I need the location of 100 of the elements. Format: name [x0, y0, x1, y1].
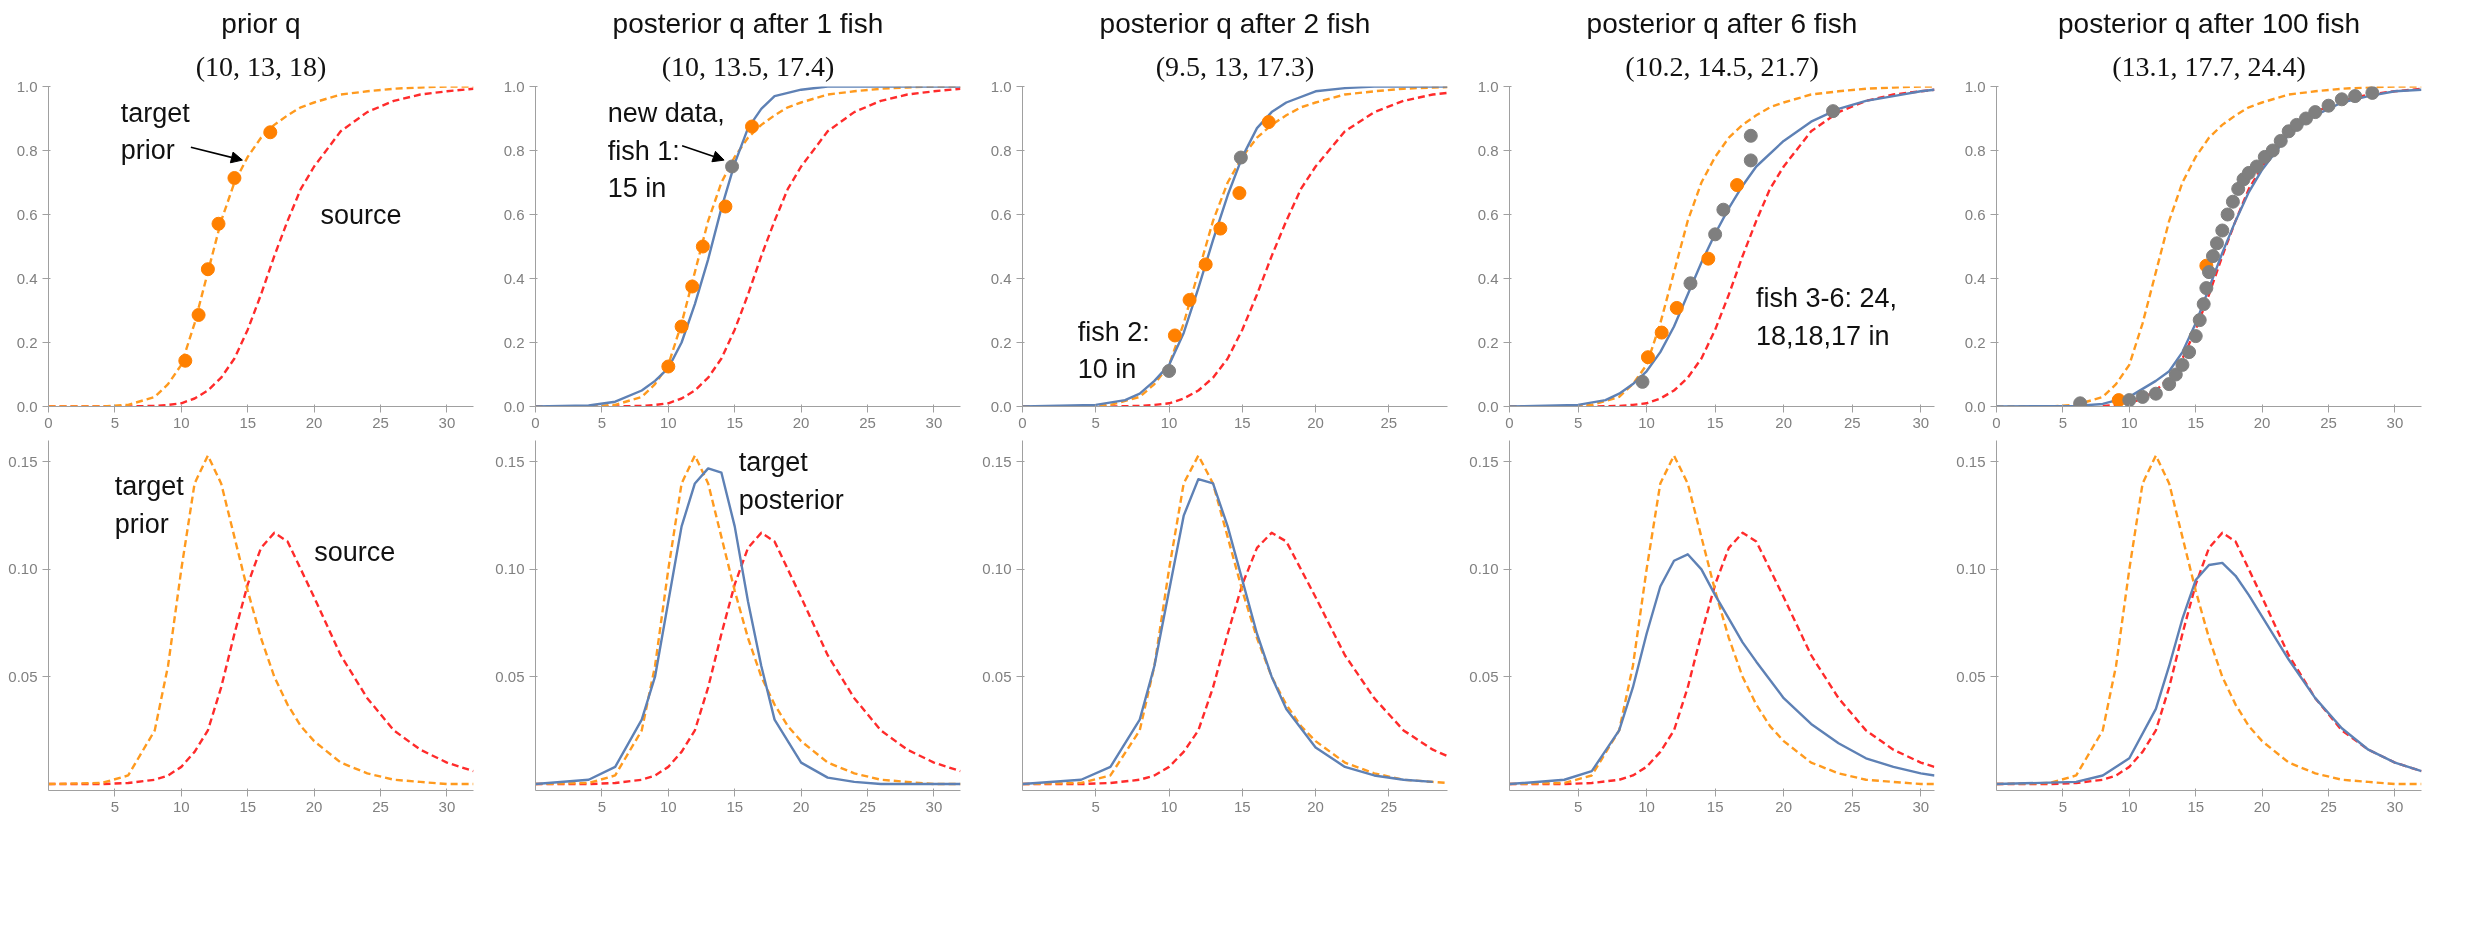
x-tick-label: 0: [531, 413, 540, 431]
x-tick-label: 20: [1775, 797, 1793, 815]
x-tick-label: 10: [2120, 413, 2138, 431]
chart-subtitle: (9.5, 13, 17.3): [1155, 50, 1315, 82]
y-tick-label: 0.8: [990, 141, 1012, 159]
x-tick-label: 0: [1992, 413, 2001, 431]
y-tick-label: 0.15: [982, 452, 1012, 470]
x-tick-label: 5: [1091, 413, 1100, 431]
x-tick-label: 5: [1091, 797, 1100, 815]
x-tick-label: 15: [1706, 413, 1724, 431]
y-tick-label: 0.2: [503, 333, 525, 351]
y-tick-label: 0.05: [1956, 667, 1986, 685]
x-tick-label: 25: [372, 413, 389, 431]
annotation: source: [314, 537, 396, 568]
y-tick-label: 0.8: [503, 141, 525, 159]
x-tick-label: 15: [1706, 797, 1724, 815]
x-tick-label: 30: [2386, 797, 2404, 815]
y-tick-label: 0.05: [1469, 667, 1499, 685]
x-tick-label: 5: [2058, 797, 2068, 815]
y-tick-label: 0.6: [1964, 205, 1986, 223]
x-tick-label: 5: [110, 797, 120, 815]
x-tick-label: 5: [597, 413, 607, 431]
chart-title: posterior q after 2 fish: [1099, 7, 1371, 39]
y-tick-label: 0.05: [495, 667, 525, 685]
x-tick-label: 15: [1233, 797, 1251, 815]
x-tick-label: 10: [659, 797, 677, 815]
chart-title: posterior q after 100 fish: [2058, 7, 2360, 39]
x-tick-label: 10: [1638, 797, 1655, 815]
x-tick-label: 15: [2187, 413, 2205, 431]
x-tick-label: 25: [372, 797, 389, 815]
y-tick-label: 0.4: [1964, 269, 1986, 287]
x-tick-label: 30: [438, 797, 456, 815]
x-tick-label: 15: [1233, 413, 1251, 431]
annotation: target prior: [120, 97, 191, 166]
x-tick-label: 5: [1573, 797, 1583, 815]
y-tick-label: 0.8: [1964, 141, 1986, 159]
x-tick-label: 25: [1380, 413, 1398, 431]
annotation: target posterior: [738, 447, 844, 515]
y-tick-label: 1.0: [1964, 77, 1986, 95]
x-tick-label: 25: [859, 413, 876, 431]
x-tick-label: 5: [2058, 413, 2068, 431]
x-tick-label: 15: [239, 797, 257, 815]
x-tick-label: 20: [305, 797, 323, 815]
y-tick-label: 0.10: [982, 560, 1012, 578]
x-tick-label: 30: [1912, 797, 1930, 815]
x-tick-label: 10: [659, 413, 677, 431]
y-tick-label: 0.15: [1469, 452, 1499, 470]
y-tick-label: 0.0: [16, 397, 38, 415]
x-tick-label: 10: [2120, 797, 2138, 815]
y-tick-label: 0.10: [495, 560, 525, 578]
x-tick-label: 20: [2253, 797, 2271, 815]
x-tick-label: 15: [726, 413, 744, 431]
chart-title: posterior q after 1 fish: [612, 7, 884, 39]
y-tick-label: 0.15: [495, 452, 525, 470]
y-tick-label: 0.6: [16, 205, 38, 223]
x-tick-label: 20: [1775, 413, 1793, 431]
y-tick-label: 1.0: [1477, 77, 1499, 95]
x-tick-label: 20: [2253, 413, 2271, 431]
chart-subtitle: (10.2, 14.5, 21.7): [1625, 50, 1819, 82]
x-tick-label: 10: [172, 413, 190, 431]
y-tick-label: 0.4: [16, 269, 38, 287]
x-tick-label: 15: [2187, 797, 2205, 815]
y-tick-label: 0.8: [1477, 141, 1499, 159]
annotation: source: [320, 199, 402, 230]
x-tick-label: 30: [1912, 413, 1930, 431]
y-tick-label: 0.0: [990, 397, 1012, 415]
y-tick-label: 0.2: [16, 333, 38, 351]
chart-title: posterior q after 6 fish: [1586, 7, 1858, 39]
y-tick-label: 0.2: [990, 333, 1012, 351]
x-tick-label: 20: [1307, 797, 1324, 815]
x-tick-label: 20: [792, 413, 810, 431]
y-tick-label: 1.0: [16, 77, 38, 95]
x-tick-label: 5: [597, 797, 607, 815]
x-tick-label: 25: [859, 797, 876, 815]
y-tick-label: 0.05: [982, 667, 1012, 685]
x-tick-label: 5: [1573, 413, 1583, 431]
x-tick-label: 10: [1160, 797, 1178, 815]
x-tick-label: 30: [2386, 413, 2404, 431]
y-tick-label: 0.15: [8, 452, 38, 470]
x-tick-label: 30: [925, 413, 943, 431]
x-tick-label: 20: [792, 797, 810, 815]
x-tick-label: 30: [438, 413, 456, 431]
y-tick-label: 0.4: [503, 269, 525, 287]
x-tick-label: 20: [1307, 413, 1324, 431]
y-tick-label: 0.4: [1477, 269, 1499, 287]
y-tick-label: 0.0: [503, 397, 525, 415]
x-tick-label: 25: [1380, 797, 1398, 815]
chart-subtitle: (10, 13, 18): [195, 50, 327, 82]
x-tick-label: 0: [1018, 413, 1027, 431]
x-tick-label: 25: [2320, 797, 2337, 815]
x-tick-label: 20: [305, 413, 323, 431]
y-tick-label: 0.15: [1956, 452, 1986, 470]
chart-subtitle: (13.1, 17.7, 24.4): [2112, 50, 2306, 82]
x-tick-label: 10: [1638, 413, 1655, 431]
y-tick-label: 0.4: [990, 269, 1012, 287]
y-tick-label: 0.10: [1956, 560, 1986, 578]
chart-title: prior q: [221, 7, 301, 39]
x-tick-label: 15: [239, 413, 257, 431]
y-tick-label: 0.0: [1477, 397, 1499, 415]
x-tick-label: 25: [1843, 413, 1861, 431]
